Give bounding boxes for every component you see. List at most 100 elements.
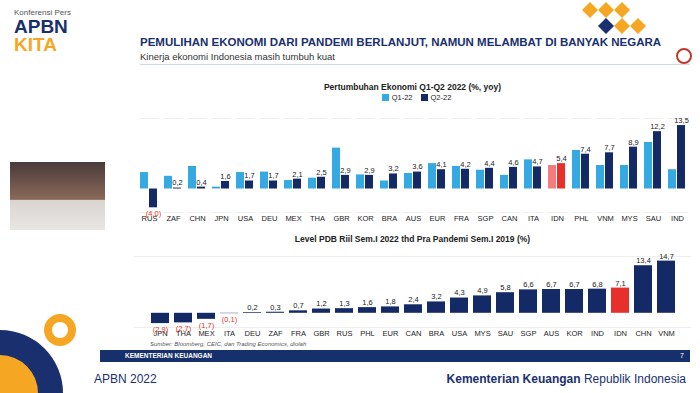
svg-text:THA: THA bbox=[310, 214, 325, 223]
svg-text:PHL: PHL bbox=[360, 329, 375, 338]
svg-text:(4,0): (4,0) bbox=[146, 209, 162, 218]
svg-text:RUS: RUS bbox=[141, 213, 158, 223]
svg-text:3,6: 3,6 bbox=[412, 162, 422, 171]
svg-text:ITA: ITA bbox=[224, 329, 235, 338]
svg-text:7,7: 7,7 bbox=[604, 143, 614, 152]
svg-text:USA: USA bbox=[452, 329, 467, 338]
html-text:KITA: KITA bbox=[14, 34, 57, 55]
svg-text:IND: IND bbox=[591, 329, 605, 338]
svg-text:AUS: AUS bbox=[544, 329, 559, 338]
svg-text:IND: IND bbox=[671, 214, 685, 223]
svg-text:AUS: AUS bbox=[406, 214, 421, 223]
svg-text:1,2: 1,2 bbox=[316, 299, 326, 308]
svg-text:ZAF: ZAF bbox=[268, 329, 283, 338]
svg-text:7,4: 7,4 bbox=[580, 145, 590, 154]
svg-text:MEX: MEX bbox=[285, 214, 301, 223]
svg-text:0,3: 0,3 bbox=[270, 303, 280, 312]
svg-text:ZAF: ZAF bbox=[166, 214, 181, 223]
html-text:Pertumbuhan Ekonomi Q1-Q2 2022: Pertumbuhan Ekonomi Q1-Q2 2022 (%, yoy) bbox=[323, 82, 502, 92]
svg-text:6,7: 6,7 bbox=[546, 280, 556, 289]
svg-text:4,7: 4,7 bbox=[532, 157, 542, 166]
svg-text:CHN: CHN bbox=[189, 214, 205, 223]
svg-text:12,2: 12,2 bbox=[650, 122, 665, 131]
svg-text:VNM: VNM bbox=[597, 214, 614, 223]
svg-text:DEU: DEU bbox=[262, 214, 278, 223]
svg-text:4,2: 4,2 bbox=[460, 160, 470, 169]
svg-text:ITA: ITA bbox=[528, 214, 539, 223]
svg-text:(0,1): (0,1) bbox=[222, 315, 238, 324]
html-text:Kementerian Keuangan Republik: Kementerian Keuangan Republik Indonesia bbox=[446, 372, 686, 386]
svg-text:MYS: MYS bbox=[474, 329, 490, 338]
svg-text:4,9: 4,9 bbox=[477, 286, 487, 295]
svg-text:1,6: 1,6 bbox=[220, 172, 230, 181]
svg-text:IDN: IDN bbox=[614, 329, 627, 338]
svg-text:IDN: IDN bbox=[551, 214, 564, 223]
svg-text:1,8: 1,8 bbox=[385, 297, 395, 306]
svg-text:(1,7): (1,7) bbox=[199, 321, 215, 330]
svg-text:SAU: SAU bbox=[498, 329, 513, 338]
html-text:APBN: APBN bbox=[14, 16, 68, 37]
svg-text:4,3: 4,3 bbox=[454, 288, 464, 297]
svg-text:USA: USA bbox=[238, 214, 253, 223]
svg-text:1,3: 1,3 bbox=[339, 299, 349, 308]
svg-text:KOR: KOR bbox=[357, 214, 374, 223]
svg-text:JPN: JPN bbox=[214, 214, 228, 223]
svg-text:8,9: 8,9 bbox=[628, 138, 638, 147]
html-text:Level PDB Riil Sem.I 2022 thd: Level PDB Riil Sem.I 2022 thd Pra Pandem… bbox=[294, 234, 531, 244]
svg-text:CAN: CAN bbox=[406, 329, 422, 338]
svg-text:1,6: 1,6 bbox=[362, 298, 372, 307]
svg-text:SGP: SGP bbox=[478, 214, 494, 223]
svg-text:6,6: 6,6 bbox=[523, 280, 533, 289]
svg-text:RUS: RUS bbox=[337, 329, 353, 338]
svg-text:7,1: 7,1 bbox=[615, 278, 625, 287]
svg-text:6,8: 6,8 bbox=[592, 280, 602, 289]
svg-text:EUR: EUR bbox=[383, 329, 399, 338]
svg-text:0,4: 0,4 bbox=[196, 178, 206, 187]
svg-text:EUR: EUR bbox=[430, 214, 446, 223]
html-text:PEMULIHAN EKONOMI DARI PANDEMI: PEMULIHAN EKONOMI DARI PANDEMI BERLANJUT… bbox=[140, 36, 662, 48]
svg-text:2,5: 2,5 bbox=[316, 168, 326, 177]
svg-text:2,9: 2,9 bbox=[340, 166, 350, 175]
svg-text:GBR: GBR bbox=[333, 214, 350, 223]
html-text:Konferensi Pers: Konferensi Pers bbox=[14, 8, 71, 17]
html-text:Kinerja ekonomi Indonesia masi: Kinerja ekonomi Indonesia masih tumbuh k… bbox=[140, 51, 335, 62]
svg-text:CAN: CAN bbox=[502, 214, 518, 223]
svg-text:2,9: 2,9 bbox=[364, 166, 374, 175]
svg-text:THA: THA bbox=[176, 328, 191, 338]
svg-text:BRA: BRA bbox=[429, 329, 444, 338]
svg-text:SAU: SAU bbox=[646, 214, 661, 223]
svg-text:4,6: 4,6 bbox=[508, 158, 518, 167]
svg-text:2,1: 2,1 bbox=[292, 170, 302, 179]
svg-text:KOR: KOR bbox=[566, 329, 583, 338]
svg-text:0,2: 0,2 bbox=[247, 303, 257, 312]
svg-text:PHL: PHL bbox=[574, 214, 589, 223]
svg-text:(2,7): (2,7) bbox=[176, 324, 192, 333]
svg-text:4,4: 4,4 bbox=[484, 159, 494, 168]
svg-text:(2,9): (2,9) bbox=[153, 325, 169, 334]
svg-text:5,4: 5,4 bbox=[556, 154, 566, 163]
svg-text:DEU: DEU bbox=[245, 329, 261, 338]
svg-text:BRA: BRA bbox=[382, 214, 397, 223]
svg-text:4,1: 4,1 bbox=[436, 160, 446, 169]
svg-text:MEX: MEX bbox=[198, 329, 214, 338]
svg-text:3,2: 3,2 bbox=[388, 164, 398, 173]
svg-text:13,5: 13,5 bbox=[674, 116, 689, 125]
svg-text:6,7: 6,7 bbox=[569, 280, 579, 289]
svg-text:MYS: MYS bbox=[621, 214, 637, 223]
svg-text:VNM: VNM bbox=[658, 329, 675, 338]
svg-text:2,4: 2,4 bbox=[408, 295, 418, 304]
svg-text:0,7: 0,7 bbox=[293, 301, 303, 310]
svg-text:CHN: CHN bbox=[635, 329, 651, 338]
svg-text:13,4: 13,4 bbox=[636, 256, 651, 265]
html-text:APBN 2022: APBN 2022 bbox=[94, 372, 157, 386]
svg-text:FRA: FRA bbox=[454, 214, 469, 223]
svg-text:1,7: 1,7 bbox=[244, 171, 254, 180]
svg-text:0,2: 0,2 bbox=[172, 178, 182, 187]
svg-text:1,7: 1,7 bbox=[268, 171, 278, 180]
svg-text:GBR: GBR bbox=[313, 329, 330, 338]
svg-text:5,8: 5,8 bbox=[500, 283, 510, 292]
svg-text:14,7: 14,7 bbox=[659, 252, 674, 261]
svg-text:3,2: 3,2 bbox=[431, 292, 441, 301]
svg-text:FRA: FRA bbox=[291, 329, 306, 338]
svg-text:SGP: SGP bbox=[521, 329, 537, 338]
